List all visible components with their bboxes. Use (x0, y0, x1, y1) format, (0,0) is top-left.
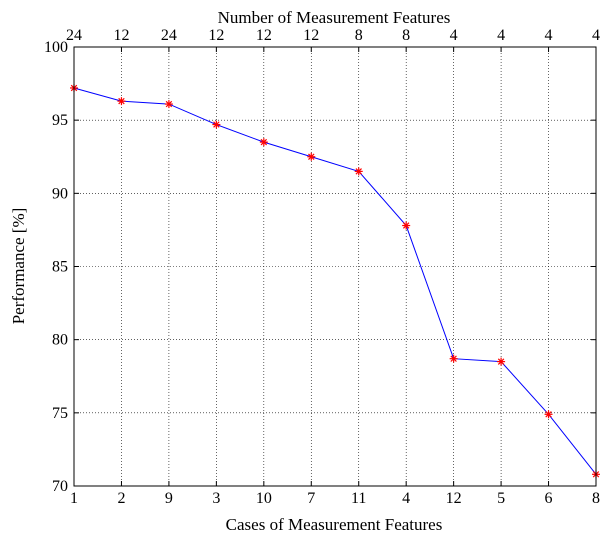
x-tick-label: 12 (446, 490, 462, 507)
top-tick-label: 12 (256, 27, 272, 44)
x-tick-label: 6 (545, 490, 553, 507)
y-tick-label: 75 (52, 405, 68, 422)
data-point-marker (164, 100, 173, 109)
data-point-marker (354, 167, 363, 176)
x-tick-label: 11 (351, 490, 366, 507)
top-tick-label: 4 (450, 27, 458, 44)
marker-stroke (497, 358, 505, 365)
y-axis-title: Performance [%] (9, 208, 28, 325)
data-point-marker (259, 138, 268, 147)
y-tick-label: 85 (52, 259, 68, 276)
x-tick-label: 2 (117, 490, 125, 507)
x-tick-label: 7 (307, 490, 315, 507)
top-tick-label: 12 (303, 27, 319, 44)
x-tick-label: 10 (256, 490, 272, 507)
marker-stroke (118, 97, 125, 105)
series-layer (70, 83, 600, 479)
x-axis-title: Cases of Measurement Features (226, 515, 443, 534)
marker-stroke (165, 100, 173, 108)
tick-labels: 1242129243121012712118481245464847075808… (44, 27, 600, 507)
marker-stroke (545, 411, 552, 418)
x-tick-label: 8 (592, 490, 600, 507)
top-tick-label: 4 (497, 27, 505, 44)
marker-stroke (260, 138, 268, 146)
top-tick-label: 8 (402, 27, 410, 44)
marker-stroke (308, 153, 315, 160)
y-tick-label: 70 (52, 478, 68, 495)
top-tick-label: 4 (592, 27, 600, 44)
top-tick-label: 4 (545, 27, 553, 44)
y-tick-label: 95 (52, 112, 68, 129)
x-tick-label: 4 (402, 490, 410, 507)
data-point-marker (544, 410, 553, 419)
marker-stroke (355, 168, 362, 175)
top-tick-label: 8 (355, 27, 363, 44)
x-tick-label: 5 (497, 490, 505, 507)
data-point-marker (449, 354, 458, 363)
top-tick-label: 12 (113, 27, 129, 44)
data-point-marker (402, 221, 411, 230)
top-axis-title: Number of Measurement Features (218, 8, 451, 27)
grid (74, 47, 596, 486)
marker-stroke (450, 355, 457, 362)
x-tick-label: 1 (70, 490, 78, 507)
top-tick-label: 12 (208, 27, 224, 44)
marker-stroke (213, 121, 220, 128)
y-tick-label: 80 (52, 332, 68, 349)
data-point-marker (307, 152, 316, 161)
data-point-marker (497, 357, 506, 366)
data-point-marker (212, 120, 221, 129)
series-line (73, 87, 597, 475)
x-tick-label: 3 (212, 490, 220, 507)
plot-frame (73, 46, 597, 487)
top-tick-label: 24 (161, 27, 177, 44)
x-tick-label: 9 (165, 490, 173, 507)
y-tick-label: 90 (52, 185, 68, 202)
top-tick-label: 24 (66, 27, 82, 44)
data-point-marker (117, 97, 126, 106)
y-tick-label: 100 (44, 39, 68, 56)
marker-stroke (402, 222, 410, 229)
